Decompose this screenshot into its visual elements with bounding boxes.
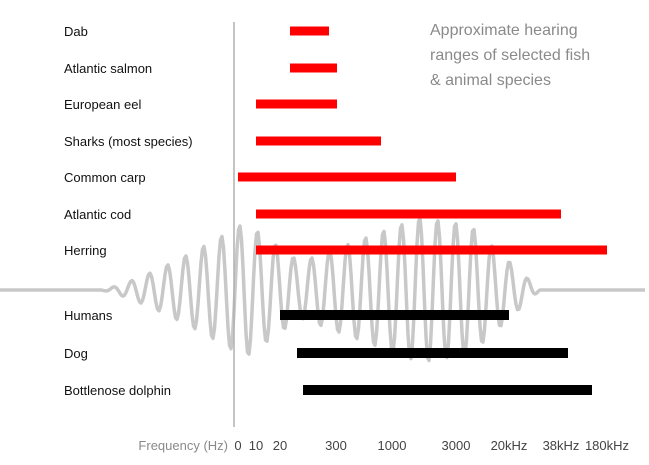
range-bar-european-eel (256, 99, 337, 109)
species-label: Atlantic cod (64, 207, 131, 222)
range-bar-atlantic-salmon (290, 63, 337, 73)
x-tick-label: 0 (234, 438, 241, 453)
species-label: Dab (64, 24, 88, 39)
x-tick-label: 180kHz (585, 438, 629, 453)
x-tick-label: 10 (249, 438, 263, 453)
x-axis-tick-labels: 0 10 20 300 1000 3000 20kHz 38kHz 180kHz (234, 438, 629, 453)
title-line-2: ranges of selected fish (430, 47, 590, 64)
title-line-1: Approximate hearing (430, 22, 578, 39)
x-tick-label: 3000 (442, 438, 471, 453)
species-labels: Dab Atlantic salmon European eel Sharks (mo… (64, 24, 193, 398)
species-label: Sharks (most species) (64, 134, 193, 149)
range-bar-humans (280, 310, 509, 320)
range-bar-dab (290, 26, 329, 36)
x-tick-label: 38kHz (543, 438, 580, 453)
species-label: European eel (64, 97, 141, 112)
x-tick-label: 1000 (378, 438, 407, 453)
x-axis-label: Frequency (Hz) (138, 438, 228, 453)
x-tick-label: 20kHz (491, 438, 528, 453)
species-label: Humans (64, 308, 113, 323)
chart-title: Approximate hearing ranges of selected f… (430, 22, 590, 89)
title-line-3: & animal species (430, 72, 551, 89)
range-bar-sharks-most-species (256, 136, 381, 146)
x-tick-label: 300 (325, 438, 347, 453)
range-bar-herring (256, 245, 607, 255)
species-label: Dog (64, 346, 88, 361)
species-label: Herring (64, 243, 107, 258)
range-bar-common-carp (238, 172, 456, 182)
range-bar-dog (297, 348, 568, 358)
sound-wave-line (0, 216, 646, 363)
range-bar-bottlenose-dolphin (303, 385, 592, 395)
range-bars (238, 26, 607, 395)
species-label: Bottlenose dolphin (64, 383, 171, 398)
range-bar-atlantic-cod (256, 209, 561, 219)
x-tick-label: 20 (273, 438, 287, 453)
species-label: Common carp (64, 170, 146, 185)
species-label: Atlantic salmon (64, 61, 152, 76)
sound-wave-graphic (0, 216, 646, 363)
